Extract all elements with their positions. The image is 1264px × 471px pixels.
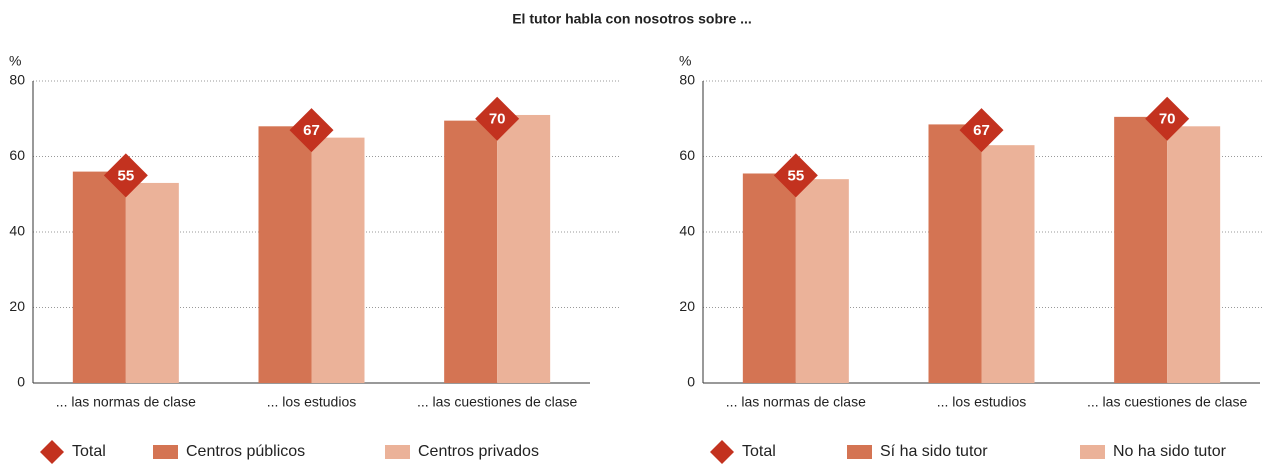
legend-label: Total (72, 443, 106, 460)
bar (795, 179, 849, 383)
bar (497, 114, 551, 383)
bar (125, 182, 179, 383)
legend-marker (710, 440, 734, 464)
bar (258, 126, 312, 384)
bar (444, 120, 498, 383)
legend-swatch (153, 445, 178, 459)
total-marker (475, 96, 520, 141)
total-marker (959, 108, 1004, 153)
x-tick-label: ... las normas de clase (726, 394, 866, 410)
y-tick-label: 0 (687, 374, 695, 390)
bar (981, 145, 1035, 383)
legend-label: Sí ha sido tutor (880, 443, 988, 460)
total-marker (773, 153, 818, 198)
y-axis-label: % (679, 53, 691, 69)
legend-label: No ha sido tutor (1113, 443, 1227, 460)
value-label: 70 (1159, 111, 1176, 128)
bar (1167, 126, 1221, 384)
x-tick-label: ... los estudios (267, 394, 357, 410)
y-tick-label: 60 (679, 147, 695, 163)
bar (72, 171, 126, 383)
total-marker (1145, 96, 1190, 141)
legend-swatch (385, 445, 410, 459)
title: El tutor habla con nosotros sobre ... (512, 11, 752, 27)
legend-swatch (1080, 445, 1105, 459)
y-tick-label: 60 (9, 147, 25, 163)
x-tick-label: ... las normas de clase (56, 394, 196, 410)
y-tick-label: 80 (9, 72, 25, 88)
bar (311, 137, 365, 383)
legend-marker (40, 440, 64, 464)
y-tick-label: 40 (679, 223, 695, 239)
value-label: 55 (787, 167, 804, 184)
y-tick-label: 40 (9, 223, 25, 239)
y-axis-label: % (9, 53, 21, 69)
y-tick-label: 20 (9, 298, 25, 314)
legend-swatch (847, 445, 872, 459)
value-label: 70 (489, 111, 506, 128)
x-tick-label: ... las cuestiones de clase (417, 394, 578, 410)
value-label: 67 (303, 122, 320, 139)
bar (742, 173, 796, 383)
x-tick-label: ... las cuestiones de clase (1087, 394, 1248, 410)
total-marker (289, 108, 334, 153)
legend-label: Centros públicos (186, 443, 305, 460)
bar (1114, 116, 1168, 384)
value-label: 55 (117, 167, 134, 184)
total-marker (103, 153, 148, 198)
legend-label: Total (742, 443, 776, 460)
bar (928, 124, 982, 383)
legend-label: Centros privados (418, 443, 539, 460)
y-tick-label: 20 (679, 298, 695, 314)
value-label: 67 (973, 122, 990, 139)
y-tick-label: 0 (17, 374, 25, 390)
y-tick-label: 80 (679, 72, 695, 88)
x-tick-label: ... los estudios (937, 394, 1027, 410)
